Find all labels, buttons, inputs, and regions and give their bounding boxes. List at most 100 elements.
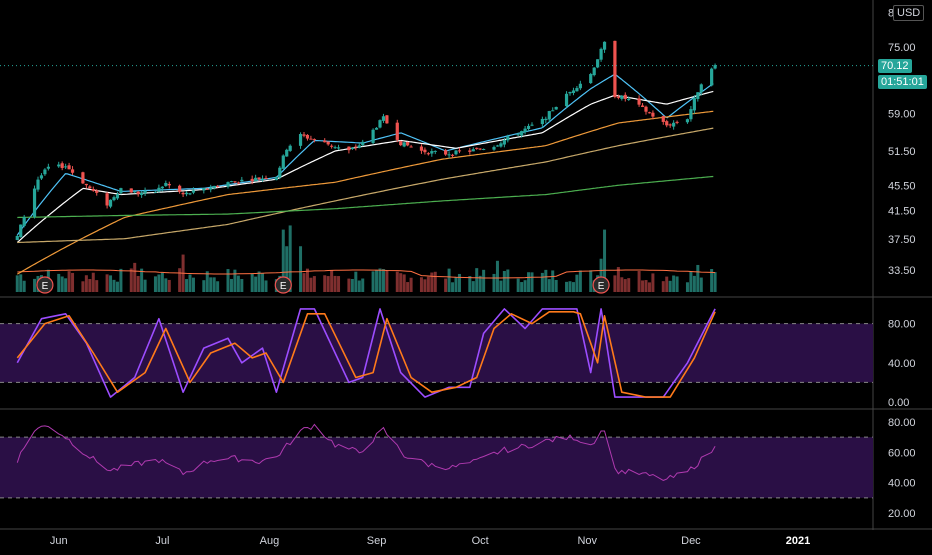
candle-body xyxy=(39,175,44,179)
candle xyxy=(457,147,462,154)
candle-body xyxy=(499,143,503,147)
candle-body xyxy=(250,178,254,182)
price-axis-label: 59.00 xyxy=(888,108,916,120)
volume-bar xyxy=(95,280,99,292)
candle xyxy=(578,80,582,91)
candle xyxy=(64,163,68,169)
candle-body xyxy=(385,115,389,124)
volume-bar xyxy=(713,272,717,292)
candle xyxy=(672,120,676,130)
volume-bar xyxy=(530,272,534,292)
candle xyxy=(91,186,95,192)
stochastic-axis-label: 40.00 xyxy=(888,358,916,370)
candle xyxy=(374,127,379,130)
candle xyxy=(81,171,85,185)
last-price-badge: 70.12 xyxy=(878,59,912,73)
earnings-marker xyxy=(274,276,292,294)
volume-bar xyxy=(378,268,382,292)
candle-body xyxy=(589,74,593,84)
candle xyxy=(482,148,486,151)
candle-body xyxy=(184,192,189,195)
candle-body xyxy=(136,191,140,195)
volume-bar xyxy=(589,270,593,292)
candle-body xyxy=(672,122,676,127)
candle-body xyxy=(209,188,213,190)
candle-body xyxy=(371,129,375,143)
candle-body xyxy=(592,67,596,76)
candle-body xyxy=(19,224,23,238)
candle xyxy=(468,147,472,155)
candle-body xyxy=(516,134,520,136)
candle-body xyxy=(164,182,168,186)
time-axis-label: Sep xyxy=(367,535,387,547)
volume-bar xyxy=(444,278,448,292)
volume-bar xyxy=(157,274,161,292)
candle-body xyxy=(578,83,582,89)
volume-bar xyxy=(672,275,676,292)
candle xyxy=(661,115,665,125)
volume-bar xyxy=(547,279,551,292)
volume-bar xyxy=(254,276,258,292)
candle xyxy=(520,130,524,138)
volume-bar xyxy=(236,275,240,292)
candle-body xyxy=(133,191,137,193)
candle xyxy=(236,181,240,185)
candle xyxy=(478,148,482,151)
candle xyxy=(547,110,551,123)
candle xyxy=(278,165,282,180)
candle xyxy=(357,142,361,149)
currency-button[interactable]: USD xyxy=(893,5,925,21)
candle-body xyxy=(668,124,672,126)
candle-body xyxy=(70,169,75,173)
candle xyxy=(692,95,696,114)
volume-bar xyxy=(627,278,631,292)
candle xyxy=(350,146,354,150)
candle xyxy=(216,184,220,188)
candle-body xyxy=(640,105,645,107)
candle xyxy=(333,145,337,149)
candle xyxy=(406,141,410,147)
candle-body xyxy=(430,151,434,154)
volume-bar xyxy=(191,277,195,292)
candle-body xyxy=(478,148,482,150)
candle xyxy=(108,199,113,209)
candle xyxy=(133,191,137,194)
volume-bar xyxy=(112,279,116,292)
volume-bar xyxy=(354,271,358,292)
candle xyxy=(326,141,330,146)
earnings-marker xyxy=(36,276,54,294)
volume-bar xyxy=(544,269,548,292)
candle xyxy=(571,87,576,96)
candle-body xyxy=(240,179,244,182)
candle-body xyxy=(596,59,600,68)
volume-bar xyxy=(326,276,330,292)
rsi-axis-label: 80.00 xyxy=(888,417,916,429)
candle-body xyxy=(502,140,506,145)
candle xyxy=(668,123,672,128)
volume-bar xyxy=(226,269,230,292)
candle-body xyxy=(323,140,327,143)
candle xyxy=(665,119,669,128)
candle xyxy=(209,184,213,193)
candle xyxy=(254,174,258,182)
candle xyxy=(119,187,123,195)
candle xyxy=(181,191,185,198)
candle-body xyxy=(88,186,92,189)
candle-body xyxy=(551,110,555,112)
candle xyxy=(554,106,558,110)
candle-body xyxy=(444,150,448,155)
candle-body xyxy=(205,188,209,190)
volume-bar xyxy=(575,274,579,292)
candle xyxy=(471,147,475,152)
candle xyxy=(202,187,206,194)
volume-bar xyxy=(205,271,209,292)
candle-body xyxy=(530,124,534,126)
candle-body xyxy=(482,148,486,150)
volume-bar xyxy=(140,268,144,292)
volume-bar xyxy=(613,275,617,292)
candle-body xyxy=(547,111,551,120)
volume-bar xyxy=(288,225,292,292)
candle-body xyxy=(330,145,334,147)
candle xyxy=(526,123,531,131)
